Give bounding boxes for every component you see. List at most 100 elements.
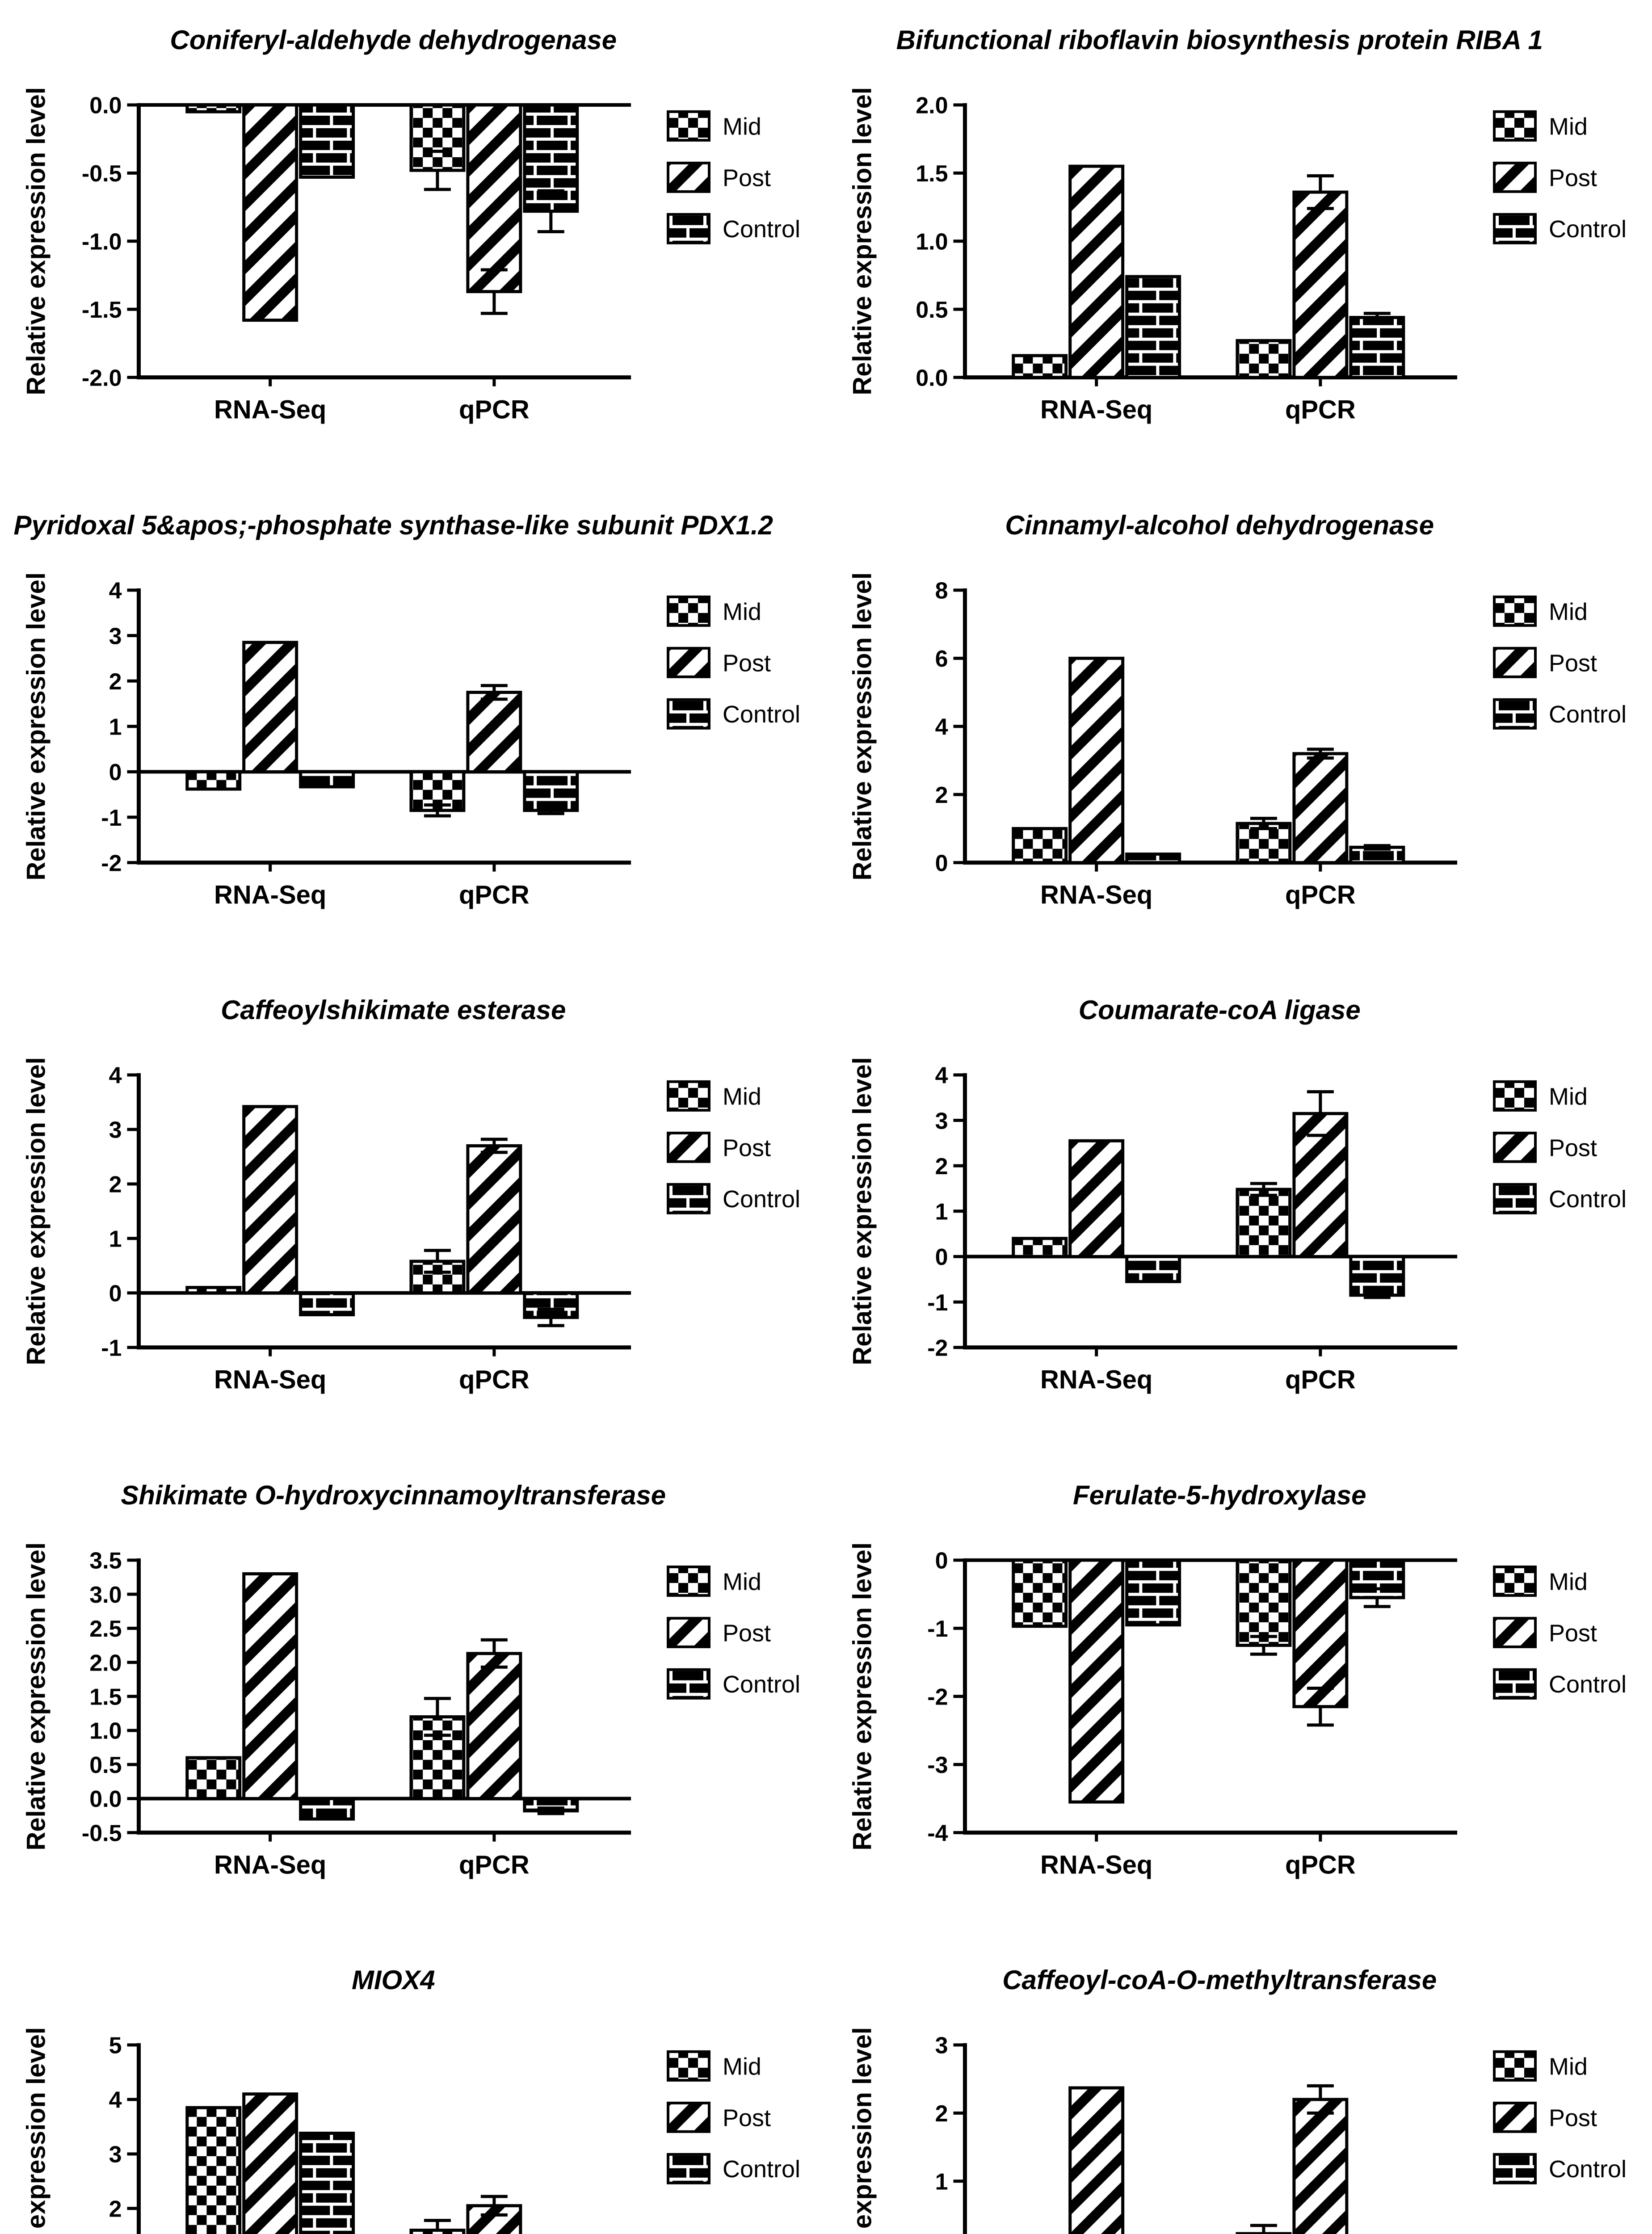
bar-post-rna-seq (1068, 164, 1124, 379)
bar-control-qpcr (523, 1291, 579, 1319)
bar-control-qpcr (523, 103, 579, 213)
bar-control-rna-seq (1125, 275, 1181, 379)
x-category-label: qPCR (459, 396, 530, 424)
bar-post-rna-seq (242, 640, 298, 773)
chart-title: Pyridoxal 5&apos;-phosphate synthase-lik… (13, 510, 773, 540)
bar-chart: Caffeoylshikimate esterase Relative expre… (22, 995, 800, 1394)
bar-mid-qpcr (1235, 1188, 1291, 1259)
y-tick-label: 8 (935, 578, 948, 604)
y-axis-label: Relative expression level (848, 1057, 877, 1365)
y-axis-label: Relative expression level (22, 87, 51, 395)
legend-label-post: Post (723, 2105, 771, 2132)
legend-swatch-mid-checker-pattern-icon (667, 1080, 711, 1112)
bar-post-qpcr (1292, 1112, 1348, 1259)
y-tick-label: -2.0 (82, 365, 122, 391)
y-tick-label: 6 (935, 646, 948, 672)
bar-post-qpcr (1292, 752, 1348, 864)
legend-swatch-post-diagonal-pattern-icon (1492, 161, 1537, 193)
y-tick-label: 2 (109, 1172, 122, 1198)
y-axis-label: Relative expression level (848, 572, 877, 881)
bar-control-qpcr (1349, 316, 1405, 379)
y-tick-label: -1.0 (82, 229, 122, 255)
bar-chart: Caffeoyl-coA-O-methyltransferase Relative… (848, 1965, 1626, 2234)
legend-label-mid: Mid (1548, 598, 1587, 625)
legend-label-mid: Mid (1548, 1568, 1587, 1595)
x-category-label: qPCR (1285, 1366, 1355, 1394)
legend-swatch-control-brick-pattern-icon (1492, 2153, 1537, 2185)
legend-label-mid: Mid (723, 1568, 761, 1595)
legend-label-mid: Mid (1549, 1083, 1588, 1110)
bar-mid-qpcr (409, 1715, 466, 1800)
bar-chart: Coumarate-coA ligase Relative expression … (848, 995, 1627, 1394)
chart-title: Shikimate O-hydroxycinnamoyltransferase (121, 1480, 666, 1510)
y-tick-label: 1.5 (916, 161, 948, 187)
y-tick-label: 4 (109, 1063, 122, 1089)
legend-swatch-control-brick-pattern-icon (1492, 1183, 1537, 1214)
y-tick-label: 2.5 (89, 1616, 122, 1642)
bar-control-qpcr (1349, 1558, 1405, 1600)
legend-swatch-post-diagonal-pattern-icon (667, 1617, 711, 1648)
bar-post-rna-seq (242, 103, 298, 322)
bar-control-rna-seq (299, 103, 355, 179)
y-tick-label: 2.0 (89, 1650, 122, 1676)
legend-swatch-mid-checker-pattern-icon (667, 110, 711, 142)
bar-control-rna-seq (1125, 1255, 1181, 1284)
x-category-label: RNA-Seq (1040, 881, 1152, 909)
y-tick-label: 3 (109, 2142, 122, 2168)
y-tick-label: 3.0 (89, 1582, 122, 1608)
legend-swatch-mid-checker-pattern-icon (1492, 1565, 1537, 1597)
chart-panel-caffeoylshikimate-esterase: Caffeoylshikimate esterase Relative expre… (0, 970, 826, 1455)
legend-swatch-post-diagonal-pattern-icon (667, 647, 711, 678)
y-tick-label: 2 (109, 668, 122, 694)
y-tick-label: 1.5 (89, 1684, 122, 1710)
y-tick-label: 1 (935, 1199, 948, 1225)
legend-label-mid: Mid (723, 598, 761, 625)
x-category-label: RNA-Seq (1040, 1366, 1152, 1394)
bar-post-qpcr (466, 103, 522, 294)
legend-swatch-mid-checker-pattern-icon (667, 1565, 711, 1597)
legend-swatch-mid-checker-pattern-icon (667, 2050, 711, 2082)
legend-swatch-control-brick-pattern-icon (667, 1668, 711, 1700)
bar-chart: Shikimate O-hydroxycinnamoyltransferase R… (22, 1480, 800, 1880)
legend-swatch-mid-checker-pattern-icon (1492, 110, 1537, 142)
y-tick-label: 3.5 (89, 1548, 122, 1574)
bar-control-rna-seq (299, 1797, 355, 1821)
y-tick-label: 2.0 (916, 93, 948, 119)
y-tick-label: 3 (109, 623, 122, 649)
y-axis-label: Relative expression level (848, 1542, 877, 1851)
legend-label-control: Control (723, 216, 800, 243)
bar-mid-qpcr (1235, 1558, 1291, 1647)
bar-post-qpcr (1292, 1558, 1348, 1708)
legend-label-control: Control (1549, 1186, 1627, 1213)
bar-chart: Cinnamyl-alcohol dehydrogenase Relative e… (848, 510, 1626, 910)
y-tick-label: 5 (109, 2033, 122, 2059)
chart-title: Coumarate-coA ligase (1078, 995, 1360, 1025)
legend-label-mid: Mid (723, 1083, 761, 1110)
y-tick-label: 0.0 (89, 1786, 122, 1812)
y-tick-label: -4 (927, 1820, 948, 1846)
y-tick-label: -1 (927, 1616, 948, 1642)
x-category-label: qPCR (1285, 881, 1355, 909)
bar-post-rna-seq (242, 2092, 298, 2234)
bar-post-qpcr (466, 690, 522, 773)
chart-panel-cinnamyl-alcohol-dehydrogenase: Cinnamyl-alcohol dehydrogenase Relative e… (826, 485, 1652, 970)
y-tick-label: 1 (109, 714, 122, 740)
chart-panel-bifunctional-riboflavin-biosynthesis-pro: Bifunctional riboflavin biosynthesis pro… (826, 0, 1652, 485)
legend-swatch-post-diagonal-pattern-icon (1492, 1617, 1537, 1648)
y-tick-label: 4 (109, 2087, 122, 2113)
chart-title: Coniferyl-aldehyde dehydrogenase (170, 25, 617, 55)
bar-control-rna-seq (1125, 1558, 1181, 1627)
bar-chart: Ferulate-5-hydroxylase Relative expressio… (848, 1480, 1626, 1880)
bar-chart: Pyridoxal 5&apos;-phosphate synthase-lik… (13, 510, 800, 910)
x-category-label: qPCR (1285, 1851, 1355, 1879)
y-tick-label: 0 (109, 760, 122, 785)
legend-label-post: Post (1548, 164, 1597, 191)
bar-post-qpcr (466, 1652, 522, 1800)
chart-panel-shikimate-o-hydroxycinnamoyltransferase: Shikimate O-hydroxycinnamoyltransferase R… (0, 1455, 826, 1940)
chart-panel-caffeoyl-coa-o-methyltransferase: Caffeoyl-coA-O-methyltransferase Relative… (826, 1940, 1652, 2234)
legend-swatch-post-diagonal-pattern-icon (667, 1132, 711, 1163)
bar-control-rna-seq (299, 770, 355, 789)
bar-post-rna-seq (1068, 656, 1124, 864)
y-tick-label: 1.0 (89, 1718, 122, 1744)
